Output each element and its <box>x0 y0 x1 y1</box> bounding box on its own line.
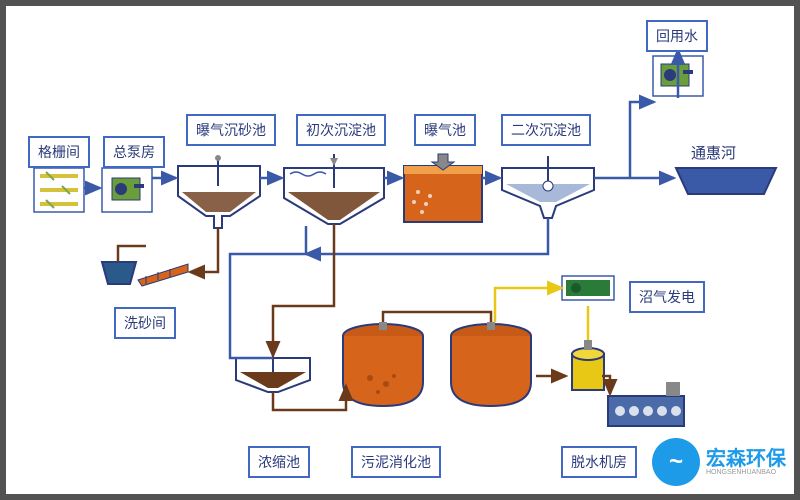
logo-brand: 宏森环保 <box>706 449 786 469</box>
label-aerated-grit: 曝气沉砂池 <box>186 114 276 146</box>
label-secondary-sed: 二次沉淀池 <box>501 114 591 146</box>
label-digester: 污泥消化池 <box>351 446 441 478</box>
label-primary-sed: 初次沉淀池 <box>296 114 386 146</box>
process-diagram: 回用水 格栅间 总泵房 曝气沉砂池 初次沉淀池 曝气池 二次沉淀池 通惠河 洗砂… <box>0 0 800 500</box>
label-sand-wash: 洗砂间 <box>114 307 176 339</box>
label-dewatering: 脱水机房 <box>561 446 637 478</box>
label-biogas-power: 沼气发电 <box>629 281 705 313</box>
label-main-pump: 总泵房 <box>103 136 165 168</box>
logo-pinyin: HONGSENHUANBAO <box>706 469 786 476</box>
diagram-svg <box>6 6 794 494</box>
label-thickener: 浓缩池 <box>248 446 310 478</box>
label-reuse-water: 回用水 <box>646 20 708 52</box>
watermark-logo: ~ 宏森环保 HONGSENHUANBAO <box>652 438 786 486</box>
label-screen-room: 格栅间 <box>28 136 90 168</box>
label-tonghui-river: 通惠河 <box>691 142 736 163</box>
logo-icon: ~ <box>652 438 700 486</box>
label-aeration-tank: 曝气池 <box>414 114 476 146</box>
